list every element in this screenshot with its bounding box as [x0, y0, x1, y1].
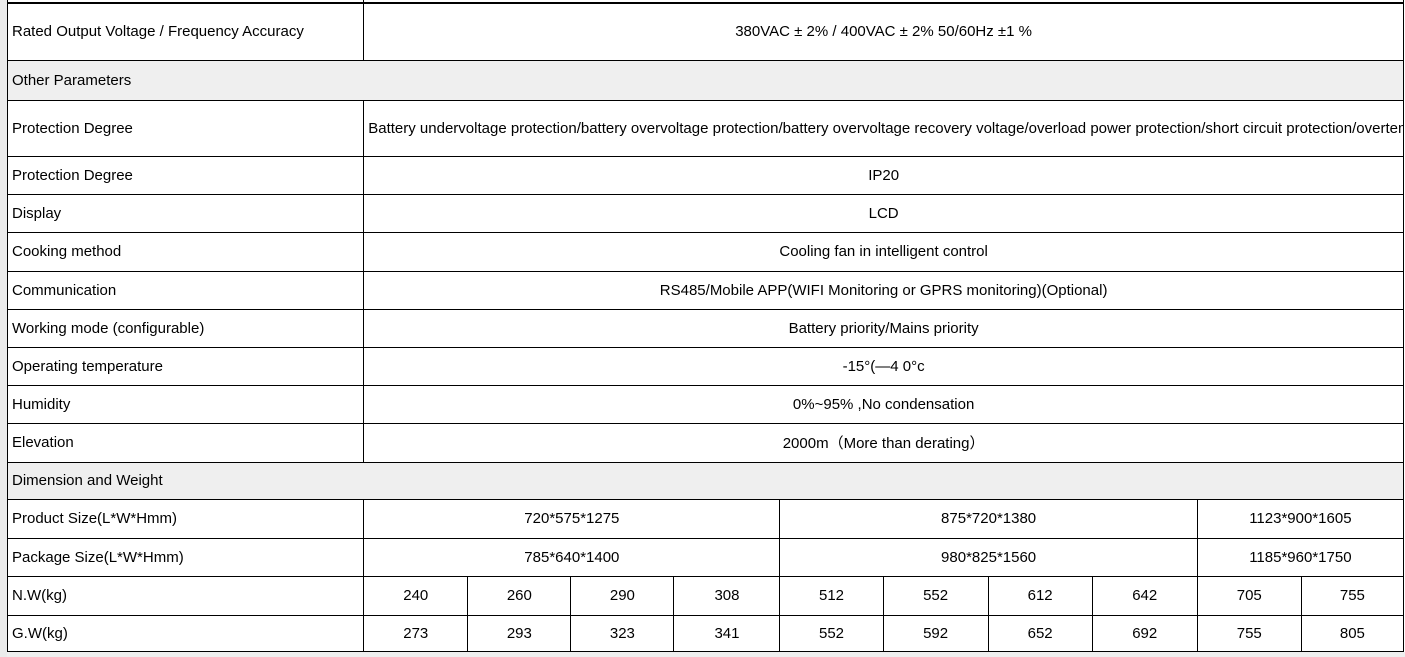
table-row-working-mode: Working mode (configurable) Battery prio… — [6, 308, 1404, 348]
table-row-protection-degree: Protection Degree IP20 — [6, 155, 1404, 195]
table-row-package-size: Package Size(L*W*Hmm) 785*640*1400 980*8… — [6, 537, 1405, 577]
product-size-value-3: 1123*900*1605 — [1196, 498, 1405, 539]
product-size-value-1: 720*575*1275 — [363, 498, 781, 539]
package-size-value-1: 785*640*1400 — [363, 537, 781, 577]
net-weight-value-8: 642 — [1091, 575, 1198, 616]
table-row-product-size: Product Size(L*W*Hmm) 720*575*1275 875*7… — [6, 498, 1405, 539]
net-weight-value-6: 552 — [882, 575, 989, 616]
table-row-gross-weight: G.W(kg) 273 293 323 341 552 592 652 692 … — [6, 614, 1405, 653]
product-size-value-2: 875*720*1380 — [779, 498, 1198, 539]
protection-degree-value: IP20 — [363, 155, 1404, 195]
gross-weight-value-10: 805 — [1300, 614, 1405, 653]
section-header-other-parameters: Other Parameters — [7, 59, 1404, 101]
gross-weight-value-8: 692 — [1091, 614, 1198, 653]
table-row-partial-top — [6, 0, 1404, 4]
product-size-label: Product Size(L*W*Hmm) — [6, 498, 365, 539]
humidity-value: 0%~95% ,No condensation — [363, 384, 1404, 424]
section-header-dimension-weight: Dimension and Weight — [7, 461, 1404, 500]
protection-degree-label: Protection Degree — [6, 155, 365, 195]
elevation-label: Elevation — [6, 422, 365, 463]
operating-temperature-label: Operating temperature — [6, 346, 365, 386]
net-weight-value-5: 512 — [779, 575, 884, 616]
page-left-margin — [0, 0, 7, 657]
working-mode-value: Battery priority/Mains priority — [363, 308, 1404, 348]
table-row-rated-output: Rated Output Voltage / Frequency Accurac… — [6, 2, 1404, 61]
gross-weight-value-6: 592 — [882, 614, 989, 653]
table-row-cooling-method: Cooking method Cooling fan in intelligen… — [6, 231, 1404, 272]
partial-top-value-cell — [363, 0, 1404, 4]
net-weight-value-4: 308 — [673, 575, 781, 616]
partial-top-label-cell — [6, 0, 365, 4]
rated-output-value: 380VAC ± 2% / 400VAC ± 2% 50/60Hz ±1 % — [363, 2, 1404, 61]
section-title-other-parameters: Other Parameters — [7, 59, 1404, 101]
protection-list-value: Battery undervoltage protection/battery … — [363, 99, 1404, 157]
cooling-method-label: Cooking method — [6, 231, 365, 272]
display-value: LCD — [363, 193, 1404, 233]
next-section-partial-strip — [7, 652, 1405, 657]
table-row-protection-list: Protection Degree Battery undervoltage p… — [6, 99, 1404, 157]
gross-weight-value-5: 552 — [779, 614, 884, 653]
specification-table: Rated Output Voltage / Frequency Accurac… — [6, 0, 1405, 653]
package-size-value-2: 980*825*1560 — [779, 537, 1198, 577]
table-row-humidity: Humidity 0%~95% ,No condensation — [6, 384, 1404, 424]
operating-temperature-value: -15°(—4 0°c — [363, 346, 1404, 386]
table-row-communication: Communication RS485/Mobile APP(WIFI Moni… — [6, 270, 1404, 310]
communication-label: Communication — [6, 270, 365, 310]
table-row-display: Display LCD — [6, 193, 1404, 233]
net-weight-value-10: 755 — [1300, 575, 1405, 616]
net-weight-value-1: 240 — [363, 575, 469, 616]
gross-weight-value-1: 273 — [363, 614, 469, 653]
package-size-label: Package Size(L*W*Hmm) — [6, 537, 365, 577]
net-weight-label: N.W(kg) — [6, 575, 365, 616]
net-weight-value-3: 290 — [570, 575, 675, 616]
cooling-method-value: Cooling fan in intelligent control — [363, 231, 1404, 272]
protection-list-label: Protection Degree — [6, 99, 365, 157]
section-title-dimension-weight: Dimension and Weight — [7, 461, 1404, 500]
display-label: Display — [6, 193, 365, 233]
elevation-value: 2000m（More than derating） — [363, 422, 1404, 463]
gross-weight-value-2: 293 — [467, 614, 572, 653]
working-mode-label: Working mode (configurable) — [6, 308, 365, 348]
table-row-net-weight: N.W(kg) 240 260 290 308 512 552 612 642 … — [6, 575, 1405, 616]
net-weight-value-7: 612 — [987, 575, 1093, 616]
rated-output-label: Rated Output Voltage / Frequency Accurac… — [6, 2, 365, 61]
package-size-value-3: 1185*960*1750 — [1196, 537, 1405, 577]
gross-weight-value-7: 652 — [987, 614, 1093, 653]
gross-weight-value-9: 755 — [1196, 614, 1302, 653]
net-weight-value-9: 705 — [1196, 575, 1302, 616]
table-row-operating-temperature: Operating temperature -15°(—4 0°c — [6, 346, 1404, 386]
humidity-label: Humidity — [6, 384, 365, 424]
table-row-elevation: Elevation 2000m（More than derating） — [6, 422, 1404, 463]
communication-value: RS485/Mobile APP(WIFI Monitoring or GPRS… — [363, 270, 1404, 310]
net-weight-value-2: 260 — [467, 575, 572, 616]
gross-weight-value-3: 323 — [570, 614, 675, 653]
gross-weight-label: G.W(kg) — [6, 614, 365, 653]
gross-weight-value-4: 341 — [673, 614, 781, 653]
